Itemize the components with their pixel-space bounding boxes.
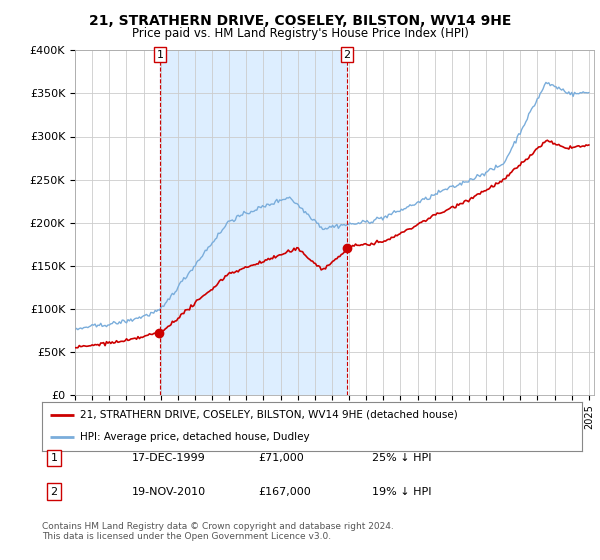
Text: 25% ↓ HPI: 25% ↓ HPI bbox=[372, 453, 431, 463]
Text: 2: 2 bbox=[343, 50, 350, 60]
Text: HPI: Average price, detached house, Dudley: HPI: Average price, detached house, Dudl… bbox=[80, 432, 310, 442]
Text: 21, STRATHERN DRIVE, COSELEY, BILSTON, WV14 9HE (detached house): 21, STRATHERN DRIVE, COSELEY, BILSTON, W… bbox=[80, 410, 458, 420]
Text: £71,000: £71,000 bbox=[258, 453, 304, 463]
Text: 2: 2 bbox=[50, 487, 58, 497]
Text: 1: 1 bbox=[157, 50, 163, 60]
Text: 17-DEC-1999: 17-DEC-1999 bbox=[132, 453, 206, 463]
Text: £167,000: £167,000 bbox=[258, 487, 311, 497]
Text: Price paid vs. HM Land Registry's House Price Index (HPI): Price paid vs. HM Land Registry's House … bbox=[131, 27, 469, 40]
Text: 21, STRATHERN DRIVE, COSELEY, BILSTON, WV14 9HE: 21, STRATHERN DRIVE, COSELEY, BILSTON, W… bbox=[89, 14, 511, 28]
Text: 19-NOV-2010: 19-NOV-2010 bbox=[132, 487, 206, 497]
Text: 19% ↓ HPI: 19% ↓ HPI bbox=[372, 487, 431, 497]
Text: 1: 1 bbox=[50, 453, 58, 463]
Text: Contains HM Land Registry data © Crown copyright and database right 2024.
This d: Contains HM Land Registry data © Crown c… bbox=[42, 522, 394, 542]
Bar bbox=[160, 50, 347, 395]
